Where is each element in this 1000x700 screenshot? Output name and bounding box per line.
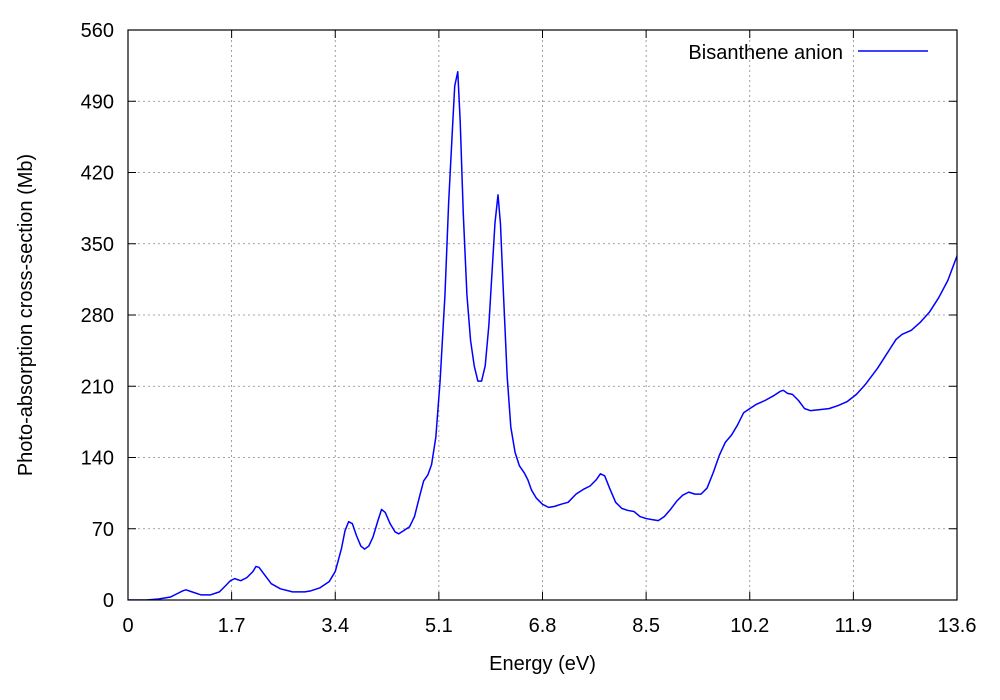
grid: [128, 30, 957, 600]
series-line-0: [128, 70, 957, 600]
y-tick-label: 420: [81, 163, 114, 185]
legend: Bisanthene anion: [688, 42, 928, 64]
x-tick-label: 10.2: [730, 615, 769, 637]
y-tick-labels: 0 70 140 210 280 350 420 490 560: [81, 20, 114, 612]
x-tick-label: 0: [122, 615, 133, 637]
y-tick-label: 210: [81, 376, 114, 398]
x-axis-label: Energy (eV): [489, 653, 596, 675]
x-tick-label: 5.1: [425, 615, 453, 637]
y-tick-label: 490: [81, 91, 114, 113]
x-tick-label: 1.7: [218, 615, 246, 637]
x-tick-label: 6.8: [529, 615, 557, 637]
y-tick-label: 70: [92, 519, 114, 541]
legend-label: Bisanthene anion: [688, 42, 843, 64]
x-tick-label: 11.9: [835, 615, 872, 637]
x-tick-label: 8.5: [632, 615, 660, 637]
x-tick-label: 13.6: [938, 615, 977, 637]
x-tick-label: 3.4: [321, 615, 349, 637]
y-tick-label: 280: [81, 305, 114, 327]
x-tick-labels: 0 1.7 3.4 5.1 6.8 8.5 10.2 11.9 13.6: [122, 615, 976, 637]
ticks: [127, 29, 958, 601]
y-axis-label: Photo-absorption cross-section (Mb): [15, 154, 37, 476]
y-tick-label: 350: [81, 234, 114, 256]
y-tick-label: 0: [103, 590, 114, 612]
y-tick-label: 140: [81, 448, 114, 470]
y-tick-label: 560: [81, 20, 114, 42]
series-layer: [128, 70, 957, 600]
